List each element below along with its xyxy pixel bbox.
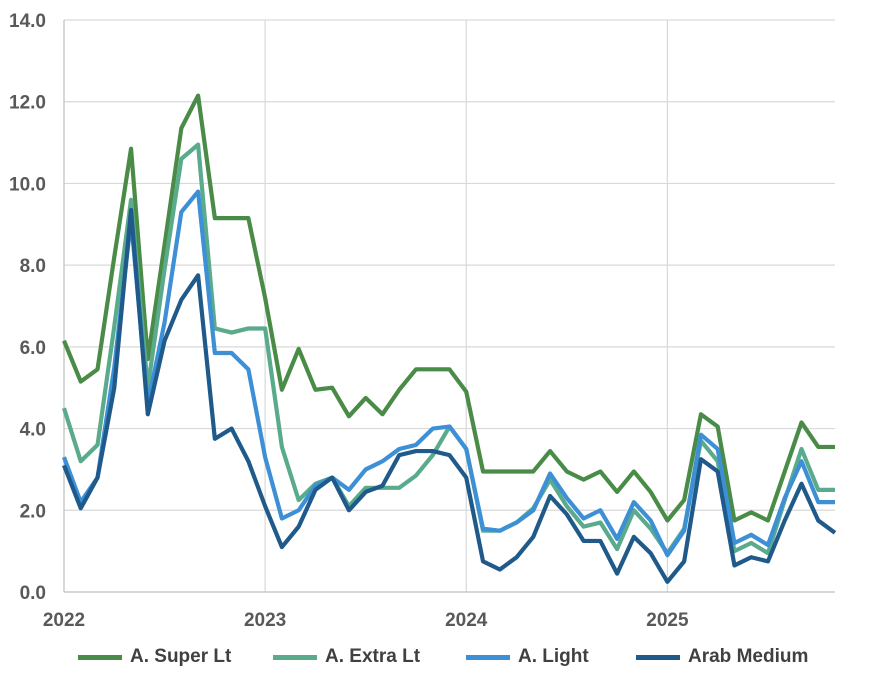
legend-swatch-extra-lt [273,654,317,660]
x-tick-label: 2022 [43,610,85,631]
legend-label-light: A. Light [518,646,589,667]
axes [63,20,835,593]
y-tick-label: 2.0 [20,501,46,522]
legend-label-extra-lt: A. Extra Lt [325,646,421,667]
legend-item-super-lt: A. Super Lt [78,640,231,674]
x-tick-label: 2025 [646,610,689,631]
series-line-a-light [62,189,835,558]
y-tick-label: 6.0 [20,338,46,359]
legend-item-extra-lt: A. Extra Lt [273,640,420,674]
legend: A. Super Lt A. Extra Lt A. Light Arab Me… [0,640,876,674]
legend-label-arab-medium: Arab Medium [688,646,809,667]
y-tick-label: 10.0 [9,174,46,195]
line-chart: 0.0 2.0 4.0 6.0 8.0 10.0 12.0 14.0 2022 2023 2024 2… [9,11,837,631]
legend-swatch-super-lt [78,654,122,660]
y-tick-label: 14.0 [9,11,46,32]
x-tick-label: 2023 [244,610,286,631]
y-tick-label: 0.0 [20,583,46,604]
x-tick-label: 2024 [445,610,488,631]
series-lines [61,93,837,584]
series-line-arab-medium [62,207,837,584]
legend-item-arab-medium: Arab Medium [636,640,808,674]
legend-swatch-arab-medium [636,654,680,660]
legend-swatch-light [466,654,510,660]
y-tick-label: 12.0 [9,93,46,114]
tick-labels: 0.0 2.0 4.0 6.0 8.0 10.0 12.0 14.0 2022 2023 2024 2… [9,11,689,631]
series-line-a-super-lt [62,93,835,523]
gridlines [64,19,835,592]
legend-label-super-lt: A. Super Lt [130,646,232,667]
y-tick-label: 8.0 [20,256,46,277]
legend-item-light: A. Light [466,640,589,674]
y-tick-label: 4.0 [20,420,46,441]
